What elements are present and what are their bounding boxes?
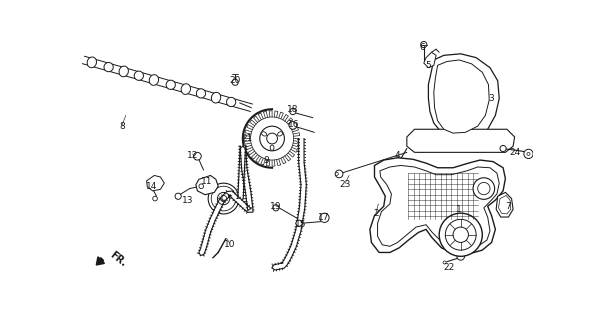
- Text: 9: 9: [264, 156, 270, 164]
- Text: 18: 18: [287, 105, 299, 114]
- Text: 12: 12: [187, 151, 198, 160]
- Circle shape: [320, 213, 329, 222]
- Circle shape: [208, 183, 239, 214]
- Circle shape: [260, 126, 285, 151]
- Circle shape: [211, 186, 236, 211]
- Text: 19: 19: [270, 202, 282, 211]
- Polygon shape: [196, 175, 218, 195]
- Circle shape: [335, 172, 339, 175]
- Text: 10: 10: [224, 240, 235, 249]
- Text: 21: 21: [241, 134, 252, 143]
- Circle shape: [220, 196, 227, 202]
- Ellipse shape: [149, 75, 159, 85]
- Text: 5: 5: [425, 61, 431, 70]
- Polygon shape: [496, 192, 513, 217]
- Circle shape: [446, 219, 476, 250]
- Text: 7: 7: [505, 202, 511, 211]
- Circle shape: [500, 145, 506, 152]
- Ellipse shape: [181, 84, 191, 94]
- FancyArrow shape: [96, 257, 105, 265]
- Ellipse shape: [197, 89, 206, 98]
- Text: 11: 11: [201, 177, 213, 186]
- Text: 15: 15: [295, 220, 307, 229]
- Circle shape: [457, 252, 465, 260]
- Ellipse shape: [226, 97, 236, 107]
- Circle shape: [394, 161, 401, 167]
- Text: 8: 8: [119, 123, 125, 132]
- Ellipse shape: [104, 62, 113, 72]
- Circle shape: [289, 122, 297, 129]
- Circle shape: [217, 192, 230, 205]
- Text: 1: 1: [456, 205, 462, 214]
- Text: 20: 20: [229, 76, 241, 85]
- Text: 6: 6: [419, 43, 425, 52]
- Ellipse shape: [134, 71, 143, 80]
- Polygon shape: [424, 52, 436, 68]
- Polygon shape: [238, 146, 245, 199]
- Ellipse shape: [261, 132, 267, 136]
- Text: 16: 16: [288, 120, 299, 129]
- Ellipse shape: [211, 92, 221, 103]
- Ellipse shape: [270, 145, 274, 150]
- Text: 4: 4: [395, 151, 400, 160]
- Ellipse shape: [119, 66, 128, 77]
- Circle shape: [296, 220, 302, 226]
- Circle shape: [175, 193, 181, 199]
- Text: 24: 24: [509, 148, 520, 157]
- Text: 23: 23: [340, 180, 351, 189]
- Text: 3: 3: [489, 94, 494, 103]
- Polygon shape: [222, 146, 253, 212]
- Circle shape: [199, 184, 204, 188]
- Text: 14: 14: [146, 182, 157, 191]
- Text: 17: 17: [318, 212, 330, 221]
- Circle shape: [153, 196, 157, 201]
- Text: FR.: FR.: [108, 250, 128, 269]
- Circle shape: [261, 128, 283, 149]
- Ellipse shape: [277, 132, 283, 136]
- Polygon shape: [407, 129, 514, 152]
- Ellipse shape: [87, 57, 96, 68]
- Text: 13: 13: [182, 196, 193, 204]
- Polygon shape: [378, 165, 499, 249]
- Circle shape: [290, 108, 296, 115]
- Circle shape: [194, 152, 201, 160]
- Polygon shape: [199, 199, 225, 256]
- Circle shape: [273, 205, 279, 211]
- Polygon shape: [272, 139, 307, 270]
- Circle shape: [524, 149, 533, 158]
- Polygon shape: [428, 54, 499, 140]
- Polygon shape: [434, 60, 489, 133]
- Circle shape: [232, 79, 238, 85]
- Circle shape: [453, 227, 469, 243]
- Text: 22: 22: [444, 263, 455, 272]
- Circle shape: [335, 170, 343, 178]
- Text: 2: 2: [373, 210, 379, 219]
- Circle shape: [439, 213, 482, 256]
- Circle shape: [421, 42, 427, 48]
- Polygon shape: [147, 175, 165, 191]
- Polygon shape: [498, 196, 511, 214]
- Polygon shape: [370, 158, 505, 254]
- Circle shape: [267, 133, 277, 144]
- Circle shape: [473, 178, 495, 199]
- Ellipse shape: [166, 80, 175, 89]
- Circle shape: [478, 182, 490, 195]
